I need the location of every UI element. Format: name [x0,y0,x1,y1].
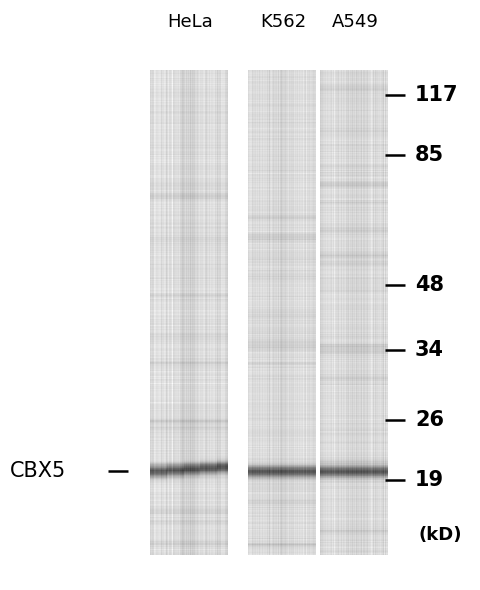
Text: 48: 48 [415,275,444,295]
Text: 34: 34 [415,340,444,360]
Text: 85: 85 [415,145,444,165]
Text: 117: 117 [415,85,458,105]
Text: 19: 19 [415,470,444,490]
Text: 26: 26 [415,410,444,430]
Text: HeLa: HeLa [167,13,213,31]
Text: CBX5: CBX5 [10,461,66,481]
Text: (kD): (kD) [418,526,462,544]
Text: A549: A549 [332,13,378,31]
Text: K562: K562 [260,13,306,31]
